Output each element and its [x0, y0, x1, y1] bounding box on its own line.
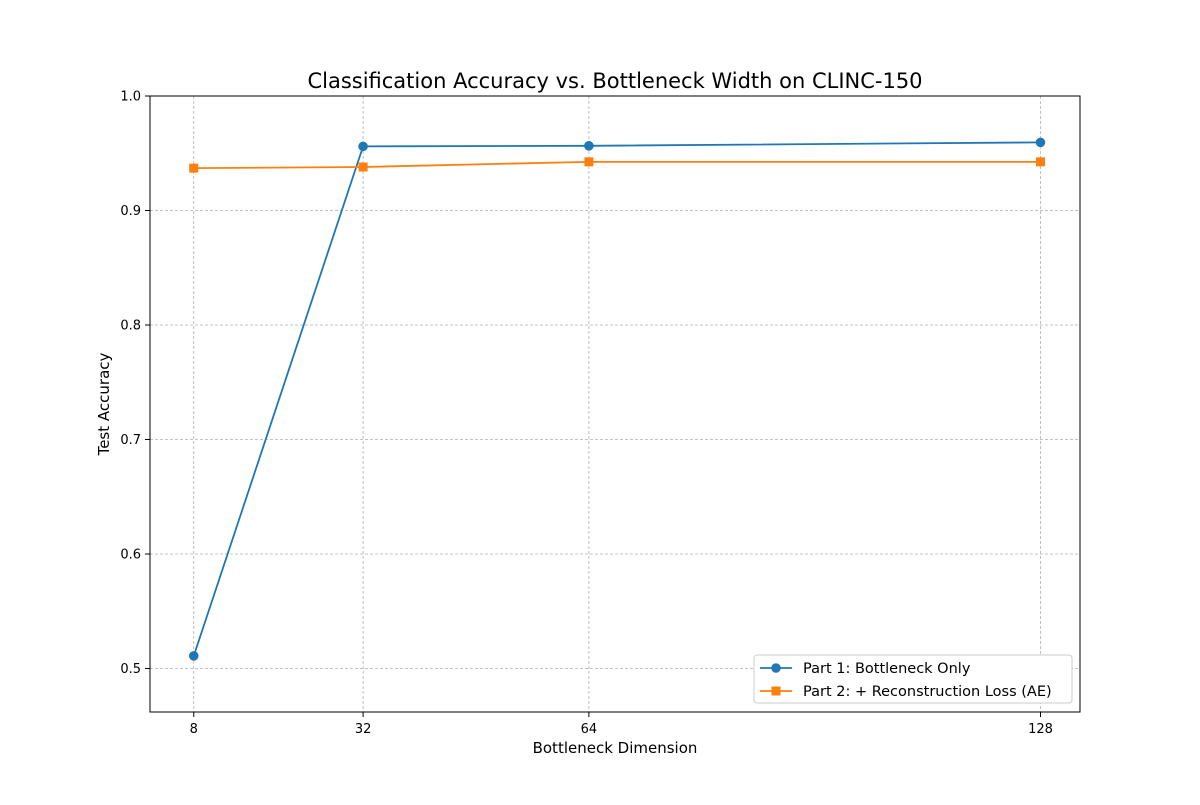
y-tick-label: 0.9 [120, 204, 141, 219]
y-axis-title: Test Accuracy [95, 352, 113, 456]
x-tick-label: 8 [190, 722, 198, 737]
series-2-line [193, 160, 1041, 170]
y-tick-label: 0.7 [120, 433, 141, 448]
series-1-line [192, 141, 1041, 657]
legend-swatch-marker [771, 663, 781, 673]
legend-swatch-marker [771, 686, 781, 696]
series-2-point [1035, 157, 1045, 167]
series-1 [188, 137, 1046, 661]
series-1-point [188, 651, 199, 661]
series-layer [188, 137, 1046, 661]
series-2 [189, 157, 1045, 173]
chart-title: Classification Accuracy vs. Bottleneck W… [307, 69, 922, 93]
ticks-layer: 8 32 64 128 0.5 0.6 0.7 0.8 0.9 1.0 [120, 90, 1053, 738]
y-tick-label: 0.6 [120, 547, 141, 562]
legend-label: Part 2: + Reconstruction Loss (AE) [803, 684, 1052, 700]
series-2-point [358, 162, 368, 172]
series-1-point [1035, 137, 1046, 148]
x-tick-label: 32 [355, 722, 372, 737]
y-tick-label: 0.5 [120, 662, 141, 677]
series-1-point [358, 141, 368, 152]
series-2-point [584, 157, 594, 167]
x-axis-title: Bottleneck Dimension [533, 739, 698, 757]
x-tick-label: 128 [1028, 722, 1053, 737]
plot-frame [149, 95, 1081, 713]
legend: Part 1: Bottleneck Only Part 2: + Reconst… [753, 654, 1073, 704]
y-tick-label: 1.0 [120, 90, 141, 105]
y-tick-label: 0.8 [120, 318, 141, 333]
grid-layer [150, 95, 1080, 712]
series-2-point [189, 163, 199, 173]
legend-box [753, 654, 1073, 704]
x-tick-label: 64 [581, 722, 598, 737]
legend-label: Part 1: Bottleneck Only [803, 661, 971, 677]
series-1-point [584, 141, 594, 151]
